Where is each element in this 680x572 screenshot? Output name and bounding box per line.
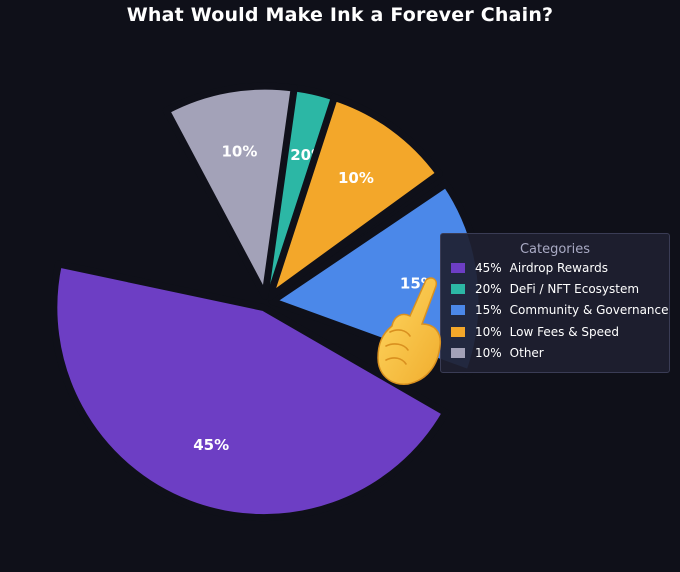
legend-percent: 10% — [475, 345, 502, 360]
legend-label: Airdrop Rewards — [509, 260, 608, 275]
legend-item: 10% Low Fees & Speed — [441, 321, 669, 342]
chart-title: What Would Make Ink a Forever Chain? — [126, 4, 554, 26]
pointing-hand-icon — [377, 277, 442, 385]
legend-item: 15% Community & Governance — [441, 300, 669, 321]
slice-label: 45% — [193, 436, 229, 454]
legend-label: Community & Governance — [509, 303, 669, 318]
legend-percent: 15% — [475, 303, 502, 318]
legend-percent: 45% — [475, 260, 502, 275]
legend-label: DeFi / NFT Ecosystem — [509, 281, 640, 296]
legend-percent: 10% — [475, 324, 502, 339]
legend-swatch — [451, 347, 465, 358]
legend-swatch — [451, 326, 465, 337]
legend-item: 20% DeFi / NFT Ecosystem — [441, 278, 669, 299]
pie-slice — [50, 260, 450, 522]
pie-slice — [162, 82, 298, 300]
legend-swatch — [451, 305, 465, 316]
legend-label: Other — [509, 345, 544, 360]
pie-slice — [266, 93, 443, 301]
legend-item: 10% Other — [441, 342, 669, 363]
legend-swatch — [451, 283, 465, 294]
legend-swatch — [451, 262, 465, 273]
legend-label: Low Fees & Speed — [509, 324, 619, 339]
legend-percent: 20% — [475, 281, 502, 296]
legend-item: 45% Airdrop Rewards — [441, 257, 669, 278]
slice-label: 10% — [221, 142, 257, 160]
legend-title: Categories — [519, 242, 591, 257]
legend: Categories 45% Airdrop Rewards 20% DeFi … — [440, 233, 670, 373]
slice-label: 10% — [338, 169, 374, 187]
